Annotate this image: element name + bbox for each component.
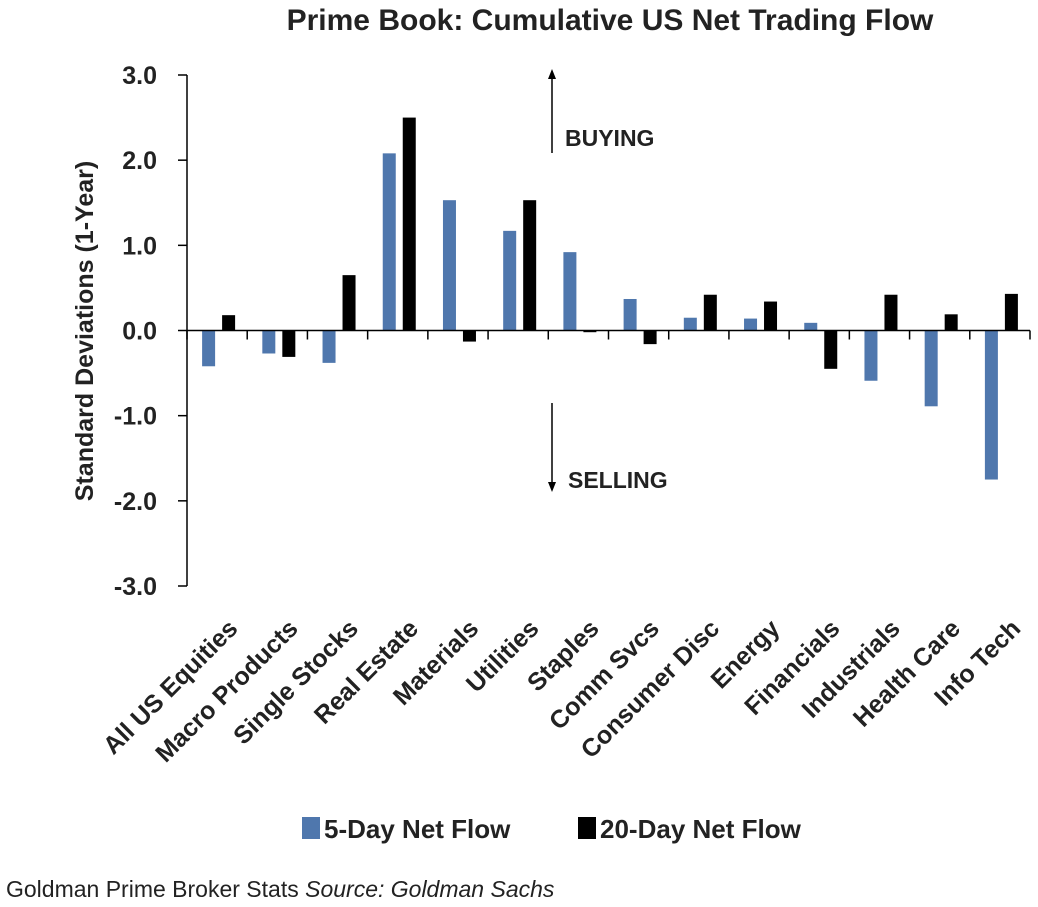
y-tick-label: -1.0 [114,403,157,431]
bar-5-day [503,230,517,331]
buying-label: BUYING [565,125,654,151]
bar-20-day [282,330,296,357]
y-tick-label: 2.0 [122,147,157,175]
bar-20-day [462,330,476,342]
footer-source: Source: Goldman Sachs [305,876,555,902]
bar-20-day [583,330,597,333]
bar-20-day [944,314,958,331]
bar-5-day [623,298,637,331]
bar-5-day [744,318,758,331]
footer: Goldman Prime Broker Stats Source: Goldm… [6,876,554,903]
bar-5-day [864,330,878,381]
bar-20-day [402,117,416,331]
bar-20-day [764,301,778,331]
bar-5-day [683,317,697,331]
bar-5-day [322,330,336,363]
bar-20-day [824,330,838,369]
bars [202,117,1018,480]
bar-5-day [202,330,216,367]
annotations: BUYING SELLING [548,69,668,493]
y-axis-ticks: 3.0 2.0 1.0 0.0 -1.0 -2.0 -3.0 [114,62,187,601]
axes [186,75,1031,586]
bar-5-day [382,153,396,331]
bar-5-day [924,330,938,407]
legend-label-5-day: 5-Day Net Flow [324,814,511,844]
selling-arrowhead [548,482,556,492]
y-tick-label: -3.0 [114,573,157,601]
bar-20-day [523,200,537,331]
y-tick-label: 1.0 [122,232,157,260]
y-tick-label: 3.0 [122,62,157,90]
bar-5-day [563,252,577,331]
bar-5-day [262,330,276,354]
bar-20-day [643,330,657,345]
buying-arrowhead [548,69,556,79]
legend-label-20-day: 20-Day Net Flow [600,814,802,844]
bar-20-day [1004,293,1018,331]
bar-20-day [342,275,356,331]
bar-5-day [984,330,998,480]
y-tick-label: -2.0 [114,488,157,516]
bar-20-day [884,294,898,331]
y-tick-label: 0.0 [122,318,157,346]
chart-title: Prime Book: Cumulative US Net Trading Fl… [287,4,934,37]
bar-5-day [804,322,818,331]
selling-label: SELLING [568,467,668,493]
bar-20-day [222,315,236,331]
bar-5-day [442,200,456,331]
legend-swatch-20-day [578,817,596,839]
y-axis-label: Standard Deviations (1-Year) [71,161,99,501]
legend-swatch-5-day [302,817,320,839]
footer-caption: Goldman Prime Broker Stats [6,876,299,902]
bar-20-day [703,294,717,331]
legend: 5-Day Net Flow 20-Day Net Flow [302,814,802,844]
